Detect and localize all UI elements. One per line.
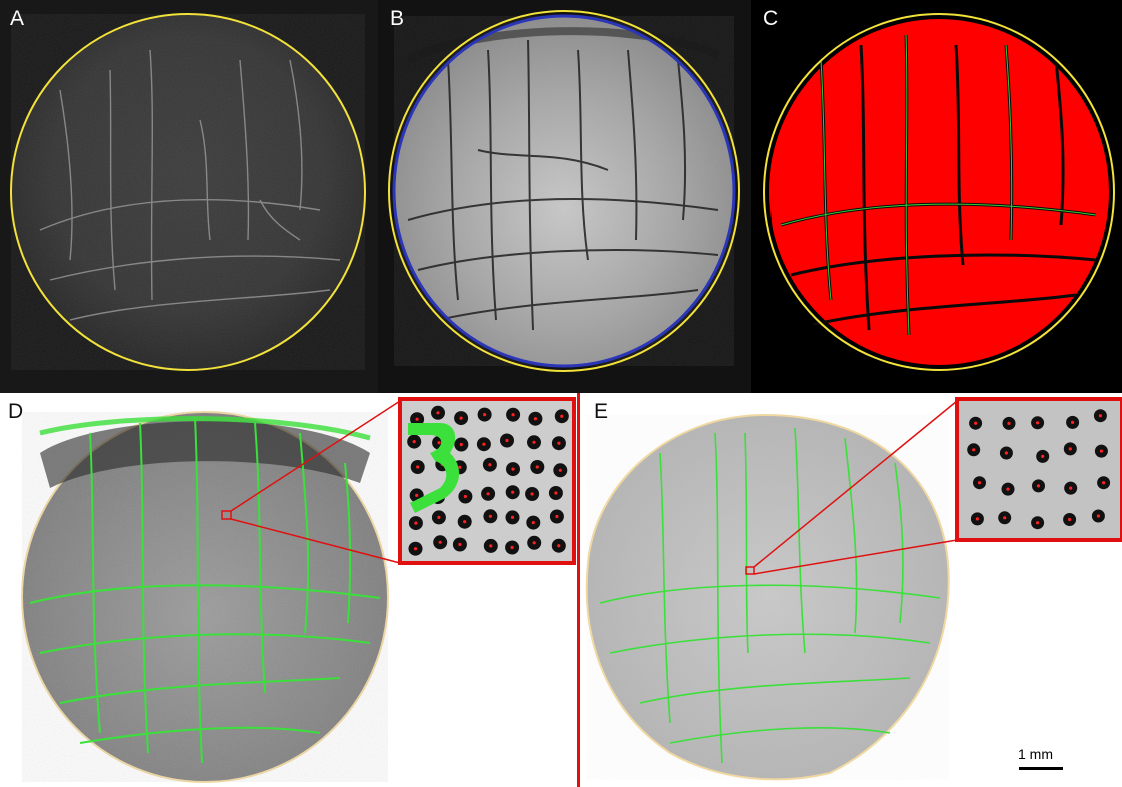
panel-d-zoom-box [221,510,232,520]
inset-particle-marker [1041,454,1045,458]
panel-e-zoom-line-bottom [753,539,958,575]
inset-particle-marker [488,514,492,518]
panel-d-detections [29,416,381,764]
inset-particle-marker [1003,516,1007,520]
inset-particle-marker [975,517,979,521]
inset-particle-marker [1004,451,1008,455]
panel-c-boundary [763,13,1115,371]
panel-b-cracks [407,39,719,331]
inset-particle-marker [1096,514,1100,518]
inset-particle-marker [972,448,976,452]
inset-particle-marker [437,515,441,519]
panel-d-inset-detection [408,423,460,513]
panel-d-zoom-line-top [230,400,401,512]
panel-e-inset [955,397,1122,542]
inset-particle-marker [483,413,487,417]
panel-c: C [751,0,1122,393]
inset-particle-marker [555,514,559,519]
inset-particle-marker [459,442,463,447]
inset-particle-marker [510,545,514,550]
panel-a-label: A [10,7,25,30]
inset-particle-marker [1036,421,1040,425]
scale-bar [1019,767,1063,770]
inset-particle-marker [438,540,442,544]
inset-particle-marker [535,465,539,469]
inset-particle-marker [505,438,509,443]
inset-particle-marker [511,413,515,417]
panel-e-zoom-box [745,566,755,575]
inset-particle-marker [486,492,490,496]
panel-e-detections [599,427,941,764]
inset-particle-marker [558,468,562,472]
inset-particle-marker [415,493,419,497]
inset-particle-marker [482,442,486,446]
inset-particle-marker [510,515,515,519]
inset-particle-marker [1071,420,1075,424]
inset-particle-marker [416,465,420,469]
panel-a-boundary [10,13,366,371]
inset-particle-marker [1036,484,1041,488]
inset-particle-marker [557,441,561,445]
panel-d-image [21,397,576,783]
panel-b-image [388,10,740,372]
panel-c-mask [769,19,1109,365]
inset-particle-marker [412,440,416,444]
inset-particle-marker [1099,449,1103,453]
inset-particle-marker [458,542,462,547]
inset-particle-marker [414,521,418,525]
inset-particle-marker [511,467,515,471]
inset-particle-marker [458,465,462,469]
inset-particle-marker [511,490,515,494]
panel-d-label: D [8,400,24,423]
panel-e: E [580,393,1122,787]
inset-particle-marker [1006,487,1010,491]
inset-particle-marker [488,463,492,467]
inset-particle-marker [436,411,440,415]
inset-particle-marker [415,417,419,421]
panel-e-zoom-line-top [753,400,958,568]
scale-bar-label: 1 mm [1018,746,1053,762]
inset-particle-marker [532,440,536,444]
inset-particle-marker [532,541,536,545]
panel-c-image [763,13,1116,371]
inset-particle-marker [1036,521,1040,525]
inset-particle-marker [437,441,441,445]
panel-e-label: E [594,400,609,423]
panel-d: D [0,393,578,787]
inset-particle-marker [413,547,418,551]
panel-b-outer-boundary [388,10,740,372]
inset-particle-marker [1068,517,1072,522]
panel-a-image [10,13,366,371]
inset-particle-marker [557,544,561,548]
inset-particle-marker [1068,447,1072,451]
panel-a: A [0,0,378,393]
inset-particle-marker [560,414,564,418]
panel-b-label: B [390,7,405,30]
inset-particle-marker [533,417,538,421]
panel-divider [577,393,580,787]
inset-particle-marker [1007,421,1011,425]
inset-particle-marker [459,416,463,420]
inset-particle-marker [977,481,982,485]
panel-c-label: C [763,7,779,30]
panel-e-image [585,397,1122,781]
inset-particle-marker [463,494,467,499]
inset-particle-marker [531,521,535,525]
inset-particle-marker [463,520,467,524]
inset-particle-marker [554,491,558,495]
panel-d-zoom-line-bottom [230,518,401,564]
panel-b: B [378,0,751,393]
panel-d-inset [398,397,576,565]
panel-b-inner-boundary [392,14,736,368]
inset-particle-marker [530,492,534,496]
inset-particle-marker [974,421,978,425]
inset-particle-marker [489,544,493,548]
inset-particle-marker [1069,486,1073,490]
panel-a-cracks [39,49,341,321]
inset-particle-marker [1098,414,1102,418]
inset-particle-marker [1102,481,1106,485]
